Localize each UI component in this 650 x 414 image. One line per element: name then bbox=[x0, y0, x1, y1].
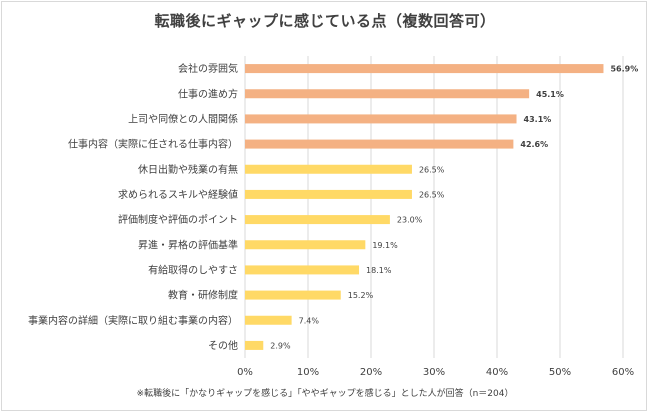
x-tick-label: 10% bbox=[297, 367, 319, 378]
value-label: 18.1% bbox=[366, 266, 392, 275]
bar bbox=[245, 64, 604, 74]
bar bbox=[245, 315, 292, 325]
value-label: 7.4% bbox=[299, 316, 320, 325]
x-tick-label: 30% bbox=[423, 367, 445, 378]
category-label: 評価制度や評価のポイント bbox=[118, 213, 238, 226]
value-labels: 56.9% 45.1% 43.1% 42.6% 26.5% 26.5% 23.0% 19.1%… bbox=[270, 65, 638, 351]
category-label: 休日出勤や残業の有無 bbox=[138, 163, 238, 176]
category-label: 求められるスキルや経験値 bbox=[118, 188, 238, 201]
bar bbox=[245, 215, 390, 225]
category-labels: 会社の雰囲気仕事の進め方上司や同僚との人間関係仕事内容（実際に任される仕事内容）… bbox=[28, 62, 238, 352]
bar bbox=[245, 340, 264, 350]
bar bbox=[245, 189, 412, 199]
bar bbox=[245, 114, 517, 124]
value-label: 19.1% bbox=[372, 241, 398, 250]
x-tick-label: 40% bbox=[486, 367, 508, 378]
bar bbox=[245, 139, 514, 149]
bar bbox=[245, 164, 412, 174]
category-label: 有給取得のしやすさ bbox=[148, 263, 238, 276]
category-label: 教育・研修制度 bbox=[168, 289, 238, 302]
bar bbox=[245, 290, 341, 300]
category-label: その他 bbox=[208, 339, 238, 352]
value-label: 45.1% bbox=[536, 90, 564, 99]
value-label: 26.5% bbox=[419, 190, 445, 199]
x-tick-label: 20% bbox=[360, 367, 382, 378]
category-label: 会社の雰囲気 bbox=[178, 62, 238, 75]
bars bbox=[245, 64, 604, 350]
bar bbox=[245, 89, 530, 99]
category-label: 昇進・昇格の評価基準 bbox=[138, 238, 238, 251]
value-label: 42.6% bbox=[520, 140, 548, 149]
chart-title: 転職後にギャップに感じている点（複数回答可） bbox=[154, 12, 496, 30]
category-label: 仕事内容（実際に任される仕事内容） bbox=[68, 138, 238, 151]
value-label: 2.9% bbox=[270, 341, 291, 350]
x-tick-label: 60% bbox=[612, 367, 634, 378]
bar bbox=[245, 240, 366, 250]
x-tick-label: 0% bbox=[237, 367, 253, 378]
x-axis-ticks: 0% 10% 20% 30% 40% 50% 60% bbox=[237, 367, 634, 378]
category-label: 仕事の進め方 bbox=[178, 87, 238, 100]
grid-lines bbox=[244, 56, 624, 358]
category-label: 事業内容の詳細（実際に取り組む事業の内容） bbox=[28, 314, 238, 327]
value-label: 43.1% bbox=[524, 115, 552, 124]
category-label: 上司や同僚との人間関係 bbox=[128, 112, 238, 125]
value-label: 23.0% bbox=[397, 216, 423, 225]
x-tick-label: 50% bbox=[549, 367, 571, 378]
chart-footnote: ※転職後に「かなりギャップを感じる」「ややギャップを感じる」とした人が回答（n＝… bbox=[136, 389, 514, 399]
bar bbox=[245, 265, 360, 275]
value-label: 26.5% bbox=[419, 165, 445, 174]
value-label: 56.9% bbox=[610, 65, 638, 74]
value-label: 15.2% bbox=[348, 291, 374, 300]
